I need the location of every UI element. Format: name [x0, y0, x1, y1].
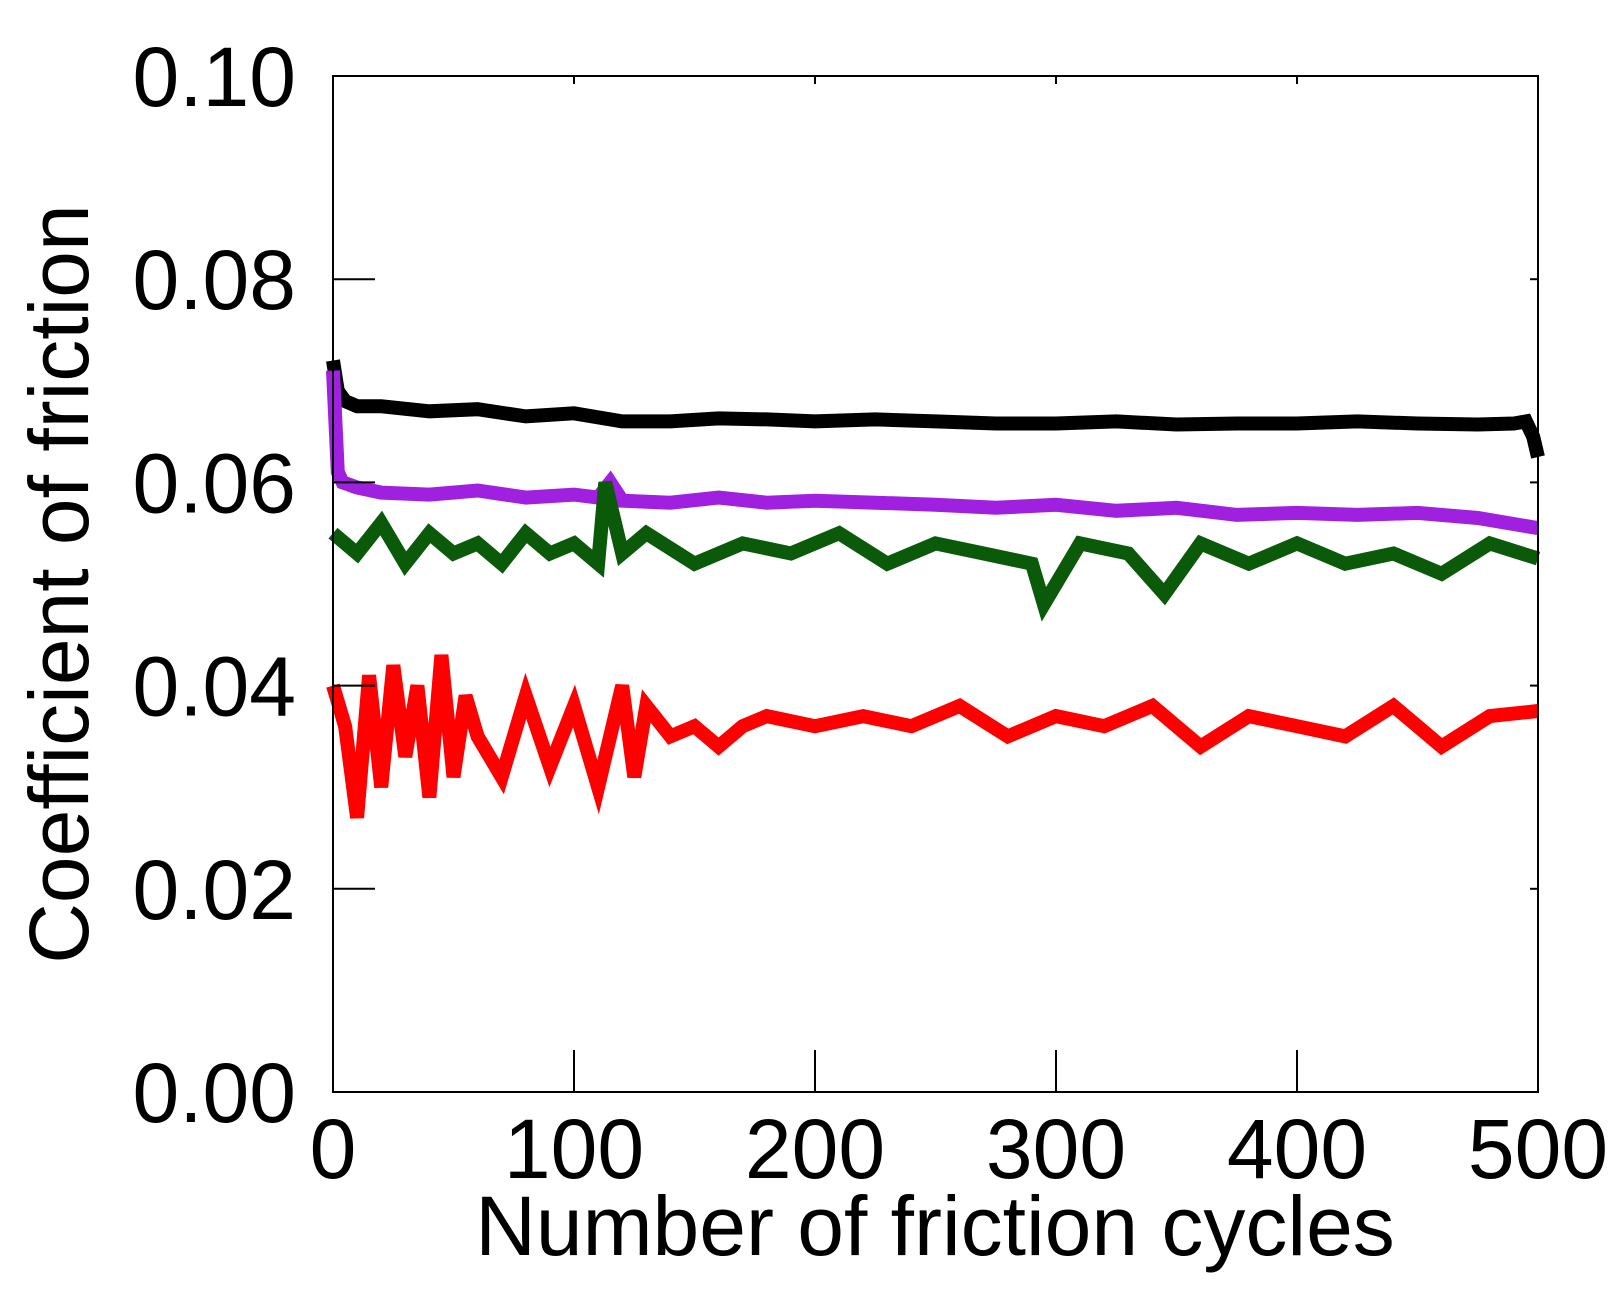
y-tick-label: 0.04 — [133, 640, 297, 734]
x-tick-label: 300 — [986, 1102, 1126, 1196]
x-tick-label: 100 — [504, 1102, 644, 1196]
series-line-1 — [326, 359, 1545, 459]
y-tick-label: 0.06 — [133, 436, 297, 530]
x-tick-label: 0 — [310, 1102, 357, 1196]
x-axis-label: Number of friction cycles — [475, 1179, 1395, 1273]
plot-frame — [332, 75, 1539, 1093]
x-tick-label: 200 — [745, 1102, 885, 1196]
y-tick-label: 0.10 — [133, 30, 297, 124]
series-line-2 — [326, 370, 1540, 536]
series-line-3 — [328, 480, 1541, 622]
series-line-4 — [326, 654, 1539, 819]
x-tick-label: 400 — [1227, 1102, 1367, 1196]
tick-layer: 0 100 200 300 400 500 0.00 0.02 0.04 0.06 0.08 0.10 — [133, 30, 1609, 1196]
y-axis-label: Coefficient of friction — [12, 204, 106, 964]
series-layer — [326, 359, 1545, 819]
y-tick-label: 0.08 — [133, 233, 297, 327]
y-tick-label: 0.00 — [133, 1046, 297, 1140]
y-tick-label: 0.02 — [133, 843, 297, 937]
x-tick-label: 500 — [1468, 1102, 1608, 1196]
